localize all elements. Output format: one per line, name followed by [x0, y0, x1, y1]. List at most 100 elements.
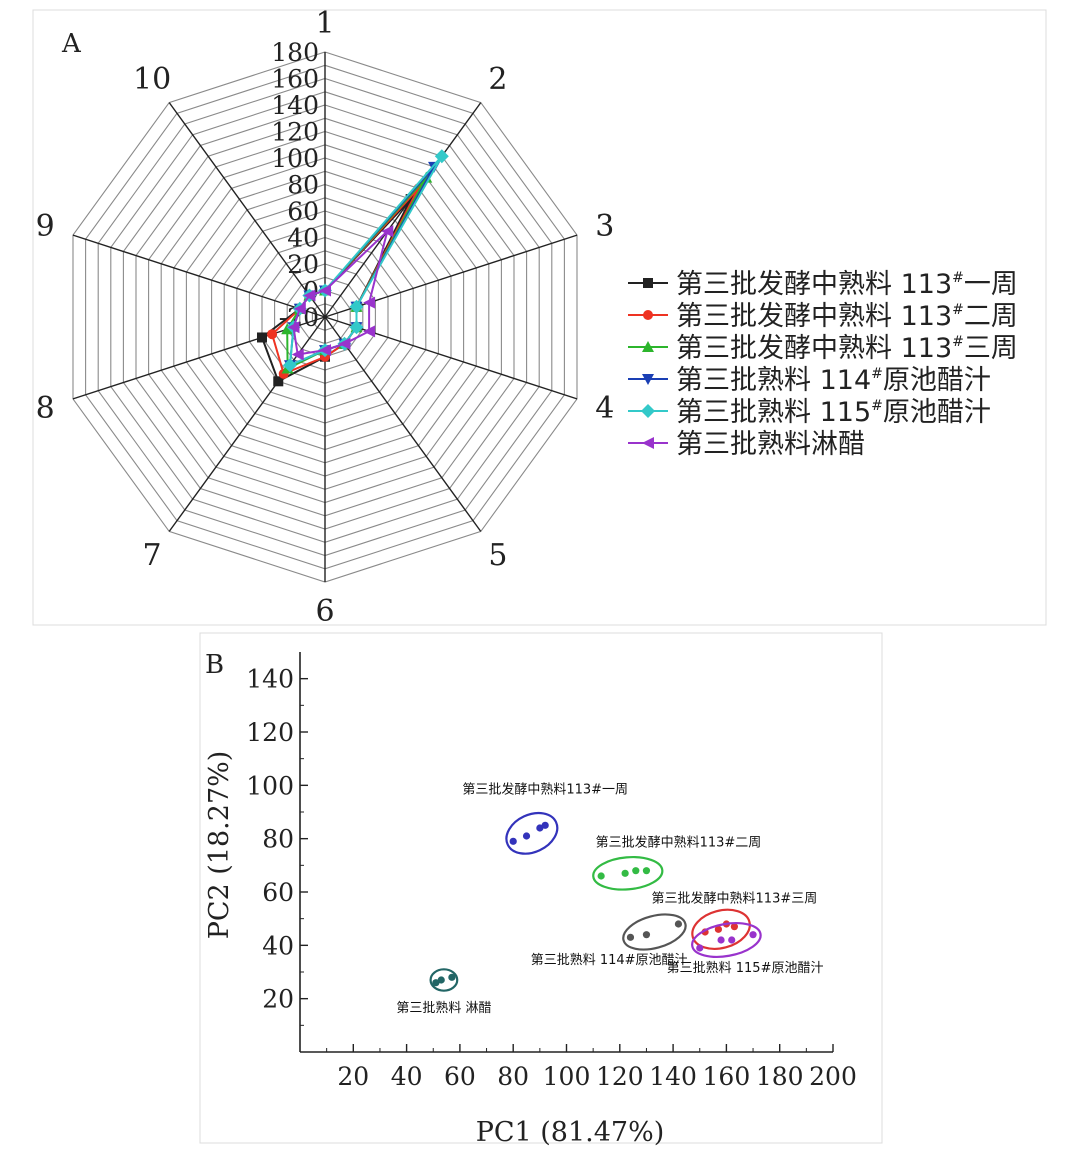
- data-point-square: [643, 278, 653, 288]
- data-point-triangle: [642, 341, 654, 352]
- radar-axis-label: 10: [133, 62, 171, 97]
- radar-tick-label: 80: [287, 171, 319, 200]
- data-point: [541, 821, 549, 829]
- panel-label-b: B: [205, 650, 224, 680]
- x-tick-label: 100: [543, 1062, 591, 1091]
- data-point: [728, 936, 736, 944]
- data-point: [437, 976, 445, 984]
- radar-spoke: [72, 316, 326, 400]
- data-point-triangle-left: [291, 348, 304, 361]
- legend-item: 第三批熟料淋醋: [628, 429, 865, 460]
- radar-tick-label: 160: [271, 65, 319, 94]
- data-point: [632, 867, 640, 875]
- x-tick-label: 180: [756, 1062, 804, 1091]
- data-point-triangle-left: [319, 284, 331, 297]
- x-tick-label: 120: [596, 1062, 644, 1091]
- y-tick-label: 100: [246, 771, 294, 800]
- pca-cluster: 第三批发酵中熟料113#三周: [652, 891, 817, 950]
- data-point-triangle-left: [363, 325, 376, 338]
- radar-tick-label: 140: [271, 91, 319, 120]
- data-point: [730, 923, 738, 931]
- data-point-triangle-left: [319, 344, 331, 357]
- data-point-diamond: [434, 149, 449, 164]
- radar-axis-label: 5: [488, 538, 507, 573]
- data-point-triangle-left: [303, 289, 316, 302]
- data-point-diamond: [641, 404, 655, 418]
- data-point: [536, 824, 544, 832]
- legend-item: 第三批熟料 114#原池醋汁: [628, 365, 991, 396]
- pca-panel: B 20 40 60 80 100 120 140 160 180 200204060801001…: [199, 632, 883, 1148]
- radar-axis-label: 8: [36, 391, 55, 426]
- data-point-diamond: [349, 320, 364, 335]
- cluster-label: 第三批熟料 114#原池醋汁: [531, 952, 688, 968]
- confidence-ellipse: [691, 908, 751, 950]
- data-point-circle: [643, 310, 653, 320]
- data-point-triangle: [642, 374, 654, 385]
- radar-axis-label: 6: [315, 594, 334, 629]
- radar-panel: A 180160140120100806040200-20 1234567891…: [32, 6, 1047, 629]
- legend-label: 第三批熟料 115#原池醋汁: [676, 397, 991, 428]
- legend-label: 第三批熟料 114#原池醋汁: [676, 365, 991, 396]
- pca-axes: 20 40 60 80 100 120 140 160 180 20020406080100120…: [246, 652, 857, 1091]
- data-point-triangle-left: [381, 225, 394, 238]
- radar-spoke: [324, 102, 482, 318]
- pca-cluster: 第三批发酵中熟料113#二周: [592, 835, 762, 891]
- radar-tick-label: 20: [287, 250, 319, 279]
- radar-spoke: [168, 102, 326, 318]
- cluster-label: 第三批发酵中熟料113#二周: [596, 835, 762, 851]
- pca-cluster: 第三批熟料 115#原池醋汁: [667, 922, 823, 976]
- legend-label: 第三批熟料淋醋: [676, 429, 865, 460]
- data-point-diamond: [349, 299, 364, 314]
- panel-label-a: A: [61, 29, 82, 59]
- radar-series: [287, 225, 394, 361]
- data-point: [696, 944, 704, 952]
- x-tick-label: 140: [649, 1062, 697, 1091]
- data-point: [448, 973, 456, 981]
- radar-series-group: [256, 149, 449, 387]
- x-tick-label: 20: [337, 1062, 369, 1091]
- data-point-square: [256, 332, 267, 343]
- data-point: [642, 867, 651, 875]
- data-point: [621, 869, 629, 877]
- pca-cluster: 第三批熟料 淋醋: [396, 968, 491, 1016]
- y-tick-label: 140: [246, 665, 294, 694]
- confidence-ellipse: [429, 968, 459, 992]
- data-point-square: [405, 194, 416, 205]
- data-point: [432, 979, 440, 987]
- legend-label: 第三批发酵中熟料 113#一周: [676, 269, 1018, 300]
- radar-tick-label: 60: [287, 197, 319, 226]
- data-point: [509, 837, 517, 845]
- x-axis-label: PC1 (81.47%): [476, 1117, 665, 1148]
- pca-panel-frame: [199, 632, 883, 1144]
- data-point: [642, 931, 651, 939]
- data-point: [714, 925, 723, 933]
- radar-spoke: [324, 316, 482, 532]
- data-point-triangle-left: [287, 321, 300, 334]
- radar-spoke: [72, 234, 326, 318]
- pca-cluster: 第三批熟料 114#原池醋汁: [531, 913, 688, 968]
- y-tick-label: 60: [262, 878, 294, 907]
- data-point-triangle-left: [293, 302, 306, 315]
- y-tick-label: 40: [262, 931, 294, 960]
- radar-axis-labels: 1 2 3 4 5 6 7 8 9 10: [36, 6, 615, 629]
- confidence-ellipse: [622, 913, 687, 951]
- radar-grid: [72, 51, 578, 583]
- y-tick-label: 80: [262, 825, 294, 854]
- legend-item: 第三批发酵中熟料 113#一周: [628, 269, 1018, 300]
- pca-clusters: 第三批发酵中熟料113#一周第三批发酵中熟料113#二周第三批发酵中熟料113#…: [396, 781, 823, 1016]
- x-tick-label: 60: [444, 1062, 476, 1091]
- data-point: [674, 920, 683, 928]
- data-point-square: [273, 376, 284, 387]
- radar-axis-label: 2: [488, 62, 507, 97]
- radar-tick-label: 100: [271, 144, 319, 173]
- cluster-label: 第三批熟料 淋醋: [396, 1000, 491, 1016]
- data-point: [522, 832, 531, 840]
- legend-item: 第三批发酵中熟料 113#二周: [628, 301, 1018, 332]
- data-point-triangle-left: [338, 337, 351, 350]
- data-point-triangle-left: [642, 437, 654, 449]
- data-point-triangle: [281, 323, 294, 335]
- data-point: [749, 931, 757, 939]
- radar-axis-label: 3: [595, 209, 614, 244]
- x-tick-label: 200: [809, 1062, 857, 1091]
